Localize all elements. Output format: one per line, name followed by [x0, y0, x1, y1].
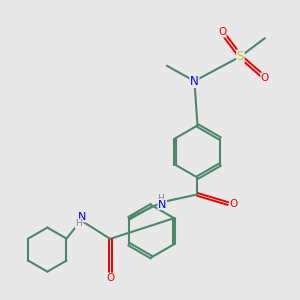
- Text: N: N: [190, 75, 199, 88]
- Text: H: H: [157, 194, 164, 203]
- Text: S: S: [237, 50, 244, 63]
- Text: O: O: [230, 199, 238, 208]
- Text: N: N: [158, 200, 166, 209]
- Text: O: O: [261, 73, 269, 83]
- Text: H: H: [75, 219, 82, 228]
- Text: O: O: [218, 27, 226, 37]
- Text: O: O: [106, 273, 114, 283]
- Text: N: N: [78, 212, 86, 222]
